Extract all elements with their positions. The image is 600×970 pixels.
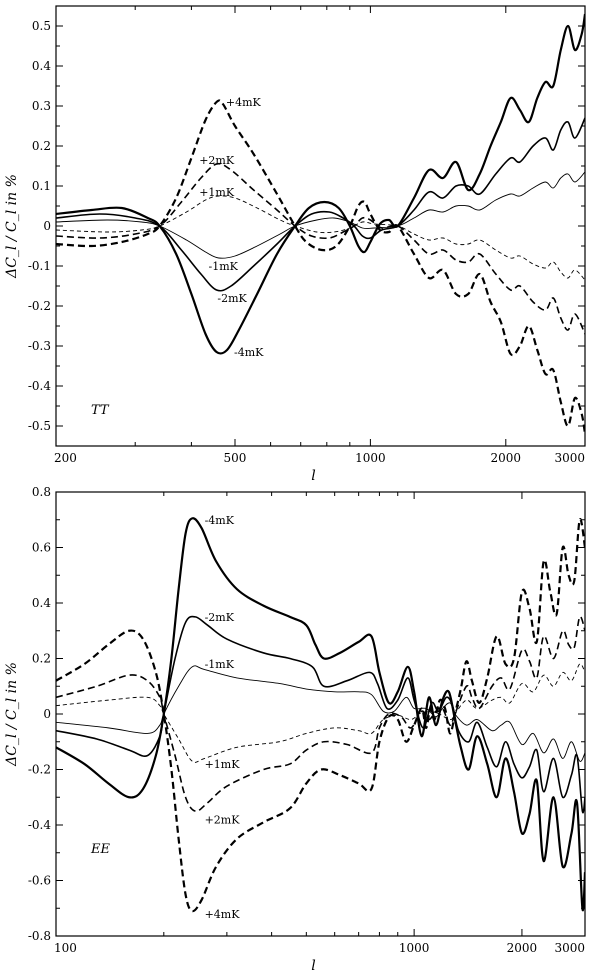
x-tick-label: 1000 (355, 451, 386, 465)
series-label: -1mK (209, 260, 239, 273)
series-line-minus4mk (56, 517, 585, 912)
series-line-plus2mk (56, 615, 585, 813)
y-tick-label: 0.5 (32, 19, 51, 33)
y-tick-label: -0.4 (28, 818, 52, 832)
y-tick-label: 0.8 (32, 485, 51, 499)
y-tick-label: 0.1 (32, 179, 51, 193)
x-tick-label: 3000 (554, 941, 585, 955)
series-label: +2mK (205, 813, 241, 826)
x-tick-label: 200 (54, 451, 77, 465)
y-tick-label: -0.8 (28, 929, 51, 943)
series-label: +1mK (205, 758, 241, 771)
series-label: +4mK (226, 96, 262, 109)
y-axis-label: ΔC_l / C_l in % (4, 174, 20, 279)
series-line-plus1mk (56, 663, 585, 763)
y-tick-label: -0.3 (28, 339, 51, 353)
series-line-minus2mk (56, 117, 585, 292)
y-tick-label: -0.6 (28, 874, 51, 888)
y-tick-label: 0.6 (32, 541, 51, 555)
y-tick-label: 0 (43, 707, 51, 721)
y-tick-label: -0.1 (28, 259, 51, 273)
y-tick-label: -0.5 (28, 419, 51, 433)
y-tick-label: 0.2 (32, 652, 51, 666)
y-tick-label: -0.2 (28, 299, 51, 313)
series-label: -4mK (234, 346, 264, 359)
series-label: -2mK (205, 611, 235, 624)
series-label: +2mK (199, 154, 235, 167)
x-tick-label: 500 (224, 451, 247, 465)
series-label: -4mK (205, 514, 235, 527)
panel-ee: -0.8 -0.6 -0.4 -0.2 0 0.2 0.4 0.6 0.8 100 1000 2000… (4, 485, 586, 970)
series-label: +1mK (199, 186, 235, 199)
y-tick-label: 0.3 (32, 99, 51, 113)
series-label: +4mK (205, 908, 241, 921)
x-tick-label: 1000 (399, 941, 430, 955)
y-tick-label: 0 (43, 219, 51, 233)
series-line-minus2mk (56, 615, 585, 814)
x-tick-label: 3000 (554, 451, 585, 465)
x-tick-label: 2000 (507, 941, 538, 955)
x-tick-label: 100 (54, 941, 77, 955)
x-axis-label: l (311, 958, 315, 970)
panel-tt: -0.5 -0.4 -0.3 -0.2 -0.1 0 0.1 0.2 0.3 0.4 0.5 200 5… (4, 5, 586, 484)
y-tick-label: 0.4 (32, 59, 51, 73)
y-tick-label: -0.4 (28, 379, 52, 393)
plot-frame (55, 5, 586, 447)
series-label: -1mK (205, 658, 235, 671)
series-line-plus4mk (56, 518, 585, 913)
series-label: -2mK (217, 292, 247, 305)
x-tick-label: 2000 (491, 451, 522, 465)
y-tick-label: 0.2 (32, 139, 51, 153)
y-tick-label: 0.4 (32, 596, 51, 610)
series-line-plus4mk (56, 99, 585, 435)
series-line-minus1mk (56, 171, 585, 259)
series-line-minus4mk (56, 13, 585, 355)
x-axis-label: l (311, 468, 315, 484)
panel-tag: TT (91, 403, 110, 418)
series-line-minus1mk (56, 665, 585, 762)
y-axis-label: ΔC_l / C_l in % (4, 662, 20, 767)
panel-tag: EE (90, 842, 110, 857)
y-tick-label: -0.2 (28, 763, 51, 777)
plot-frame (55, 491, 586, 937)
